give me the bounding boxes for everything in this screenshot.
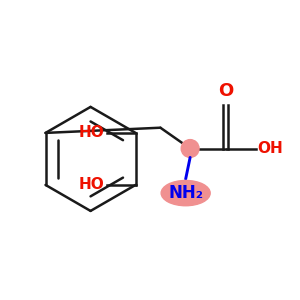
Text: O: O bbox=[218, 82, 233, 100]
Circle shape bbox=[181, 140, 199, 158]
Text: HO: HO bbox=[79, 125, 104, 140]
Text: NH₂: NH₂ bbox=[168, 184, 203, 202]
Text: HO: HO bbox=[79, 177, 104, 192]
Ellipse shape bbox=[161, 181, 210, 206]
Text: OH: OH bbox=[258, 141, 283, 156]
